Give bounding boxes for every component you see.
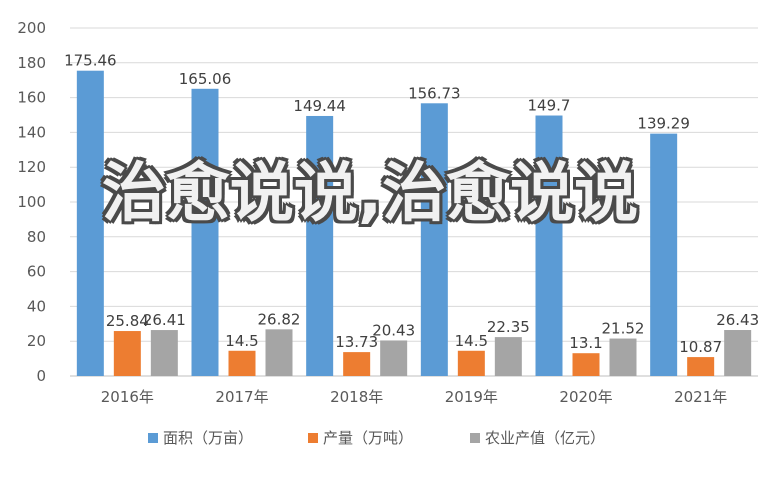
y-tick-label: 160 <box>17 89 46 107</box>
data-label: 13.1 <box>569 334 602 352</box>
y-tick-label: 0 <box>36 367 46 385</box>
bar <box>535 115 563 376</box>
x-tick-label: 2017年 <box>215 388 268 406</box>
legend-label: 产量（万吨） <box>323 429 413 447</box>
y-tick-label: 20 <box>27 332 46 350</box>
y-tick-label: 180 <box>17 54 46 72</box>
bar <box>650 133 678 376</box>
data-label: 26.41 <box>143 311 186 329</box>
bar <box>457 350 485 376</box>
data-label: 165.06 <box>179 70 232 88</box>
y-tick-label: 100 <box>17 193 46 211</box>
data-label: 22.35 <box>487 318 530 336</box>
legend-swatch <box>148 433 158 443</box>
y-tick-label: 200 <box>17 19 46 37</box>
y-tick-label: 60 <box>27 263 46 281</box>
data-label: 10.87 <box>679 338 722 356</box>
data-label: 13.73 <box>335 333 378 351</box>
data-label: 14.5 <box>225 332 258 350</box>
x-tick-label: 2018年 <box>330 388 383 406</box>
data-label: 156.73 <box>408 84 461 102</box>
bar <box>724 330 752 376</box>
bar <box>228 350 256 376</box>
legend-swatch <box>308 433 318 443</box>
legend-label: 农业产值（亿元） <box>485 429 605 447</box>
bar <box>609 338 637 376</box>
data-label: 14.5 <box>455 332 488 350</box>
data-label: 175.46 <box>64 52 117 70</box>
bar <box>191 88 219 377</box>
bar <box>572 353 600 376</box>
y-tick-label: 80 <box>27 228 46 246</box>
data-label: 26.82 <box>258 310 301 328</box>
bar <box>420 103 448 377</box>
bar <box>687 357 715 376</box>
bar <box>494 337 522 376</box>
y-tick-label: 140 <box>17 123 46 141</box>
data-label: 139.29 <box>637 115 690 133</box>
bar <box>265 329 293 376</box>
data-label: 149.44 <box>293 97 346 115</box>
bar <box>113 331 141 376</box>
x-tick-label: 2016年 <box>101 388 154 406</box>
bar <box>343 352 371 376</box>
x-tick-label: 2019年 <box>445 388 498 406</box>
x-tick-label: 2020年 <box>559 388 612 406</box>
data-label: 26.43 <box>716 311 759 329</box>
y-tick-label: 120 <box>17 158 46 176</box>
bar <box>306 115 334 377</box>
data-label: 20.43 <box>372 321 415 339</box>
y-tick-label: 40 <box>27 297 46 315</box>
data-label: 21.52 <box>602 320 645 338</box>
legend-swatch <box>470 433 480 443</box>
data-label: 25.84 <box>106 312 149 330</box>
data-label: 149.7 <box>528 97 571 115</box>
bar <box>76 70 104 377</box>
bar <box>150 330 178 376</box>
x-tick-label: 2021年 <box>674 388 727 406</box>
legend-label: 面积（万亩） <box>163 429 253 447</box>
bar <box>380 340 408 376</box>
